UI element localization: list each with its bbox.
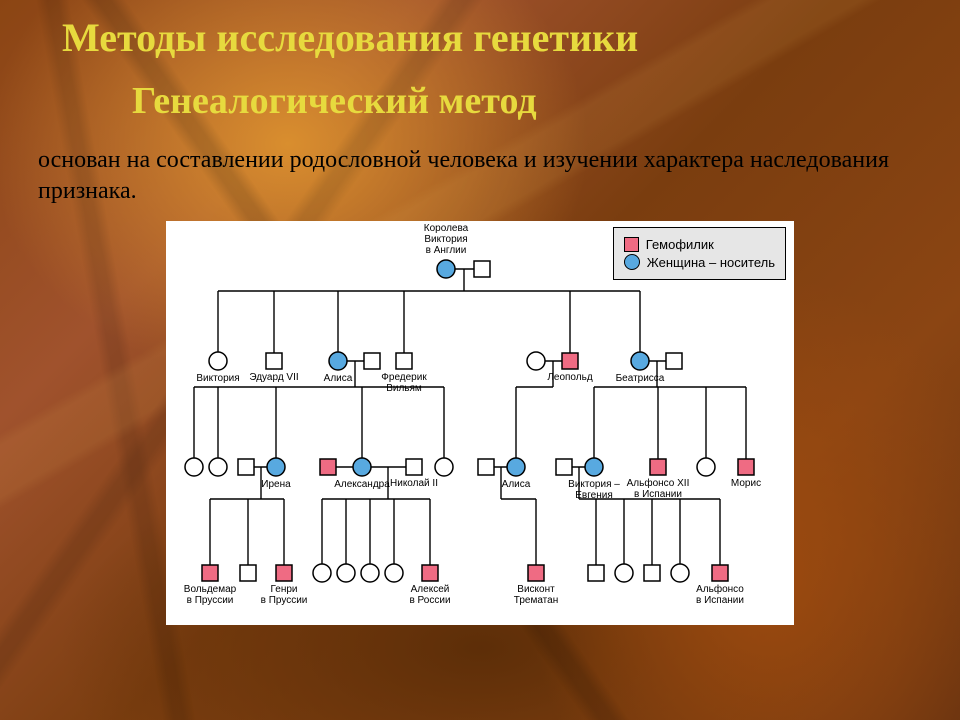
pedigree-diagram: Гемофилик Женщина – носитель КоролеваВик… xyxy=(166,221,794,625)
node-label: Алексейв России xyxy=(409,584,450,606)
node-label: Генрив Пруссии xyxy=(261,584,308,606)
node-label: Алиса xyxy=(324,373,353,384)
node-label: Вольдемарв Пруссии xyxy=(184,584,236,606)
node-label: ФредерикВильям xyxy=(381,372,426,394)
page-title: Методы исследования генетики xyxy=(62,14,922,61)
node-label: КоролеваВикторияв Англии xyxy=(424,223,468,256)
node-label: Леопольд xyxy=(547,372,592,383)
node-label: Алиса xyxy=(502,479,531,490)
pedigree-svg xyxy=(166,221,794,625)
node-label: Альфонсов Испании xyxy=(696,584,744,606)
node-label: Виктория –Евгения xyxy=(568,479,620,501)
node-label: Морис xyxy=(731,478,761,489)
node-label: ВисконтТрематан xyxy=(514,584,558,606)
description-text: основан на составлении родословной челов… xyxy=(38,145,922,207)
page-subtitle: Генеалогический метод xyxy=(132,79,922,123)
node-label: Беатрисса xyxy=(616,373,665,384)
node-label: Эдуард VII xyxy=(249,372,298,383)
node-label: Виктория xyxy=(196,373,239,384)
node-label: Николай II xyxy=(390,478,438,489)
node-label: Ирена xyxy=(261,479,290,490)
node-label: Альфонсо XIIв Испании xyxy=(627,478,690,500)
node-label: Александра xyxy=(334,479,390,490)
